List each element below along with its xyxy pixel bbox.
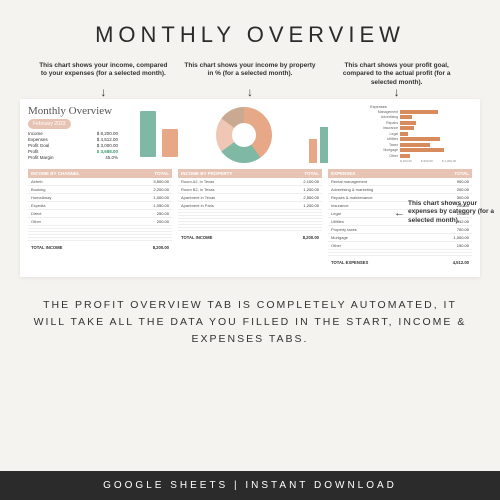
income-expense-bar-chart — [140, 115, 178, 163]
hbar-title: Expenses — [370, 105, 456, 109]
income-by-property-donut-chart — [216, 107, 272, 163]
page-title: MONTHLY OVERVIEW — [0, 0, 500, 62]
side-annotation: This chart shows your expenses by catego… — [408, 200, 494, 225]
summary-block: Monthly Overview February 2023 Income$ 8… — [28, 105, 118, 164]
annotation-income-vs-expenses: This chart shows your income, compared t… — [37, 62, 169, 87]
description-text: THE PROFIT OVERVIEW TAB IS COMPLETELY AU… — [0, 277, 500, 357]
profit-goal-bar-chart — [309, 123, 328, 163]
sheet-script-title: Monthly Overview — [28, 105, 118, 117]
data-tables: INCOME BY CHANNELTOTALAirbnb3,500.00Book… — [28, 169, 472, 267]
arrow-down-icon: ↓ — [184, 89, 316, 96]
arrow-down-icon: ↓ — [37, 89, 169, 96]
footer-bar: GOOGLE SHEETS | INSTANT DOWNLOAD — [0, 471, 500, 500]
spreadsheet-preview: Monthly Overview February 2023 Income$ 8… — [20, 99, 480, 278]
arrow-down-icon: ↓ — [331, 89, 463, 96]
income-by-channel-table: INCOME BY CHANNELTOTALAirbnb3,500.00Book… — [28, 169, 172, 267]
month-selector[interactable]: February 2023 — [28, 119, 71, 129]
income-by-property-table: INCOME BY PROPERTYTOTALRoom A2, in Texas… — [178, 169, 322, 267]
expenses-by-category-chart: Expenses ManagementAdvertisingRepairsIns… — [366, 105, 456, 164]
annotation-profit-goal: This chart shows your profit goal, compa… — [331, 62, 463, 87]
annotation-income-by-property: This chart shows your income by property… — [184, 62, 316, 87]
annotation-arrows: ↓ ↓ ↓ — [0, 89, 500, 98]
